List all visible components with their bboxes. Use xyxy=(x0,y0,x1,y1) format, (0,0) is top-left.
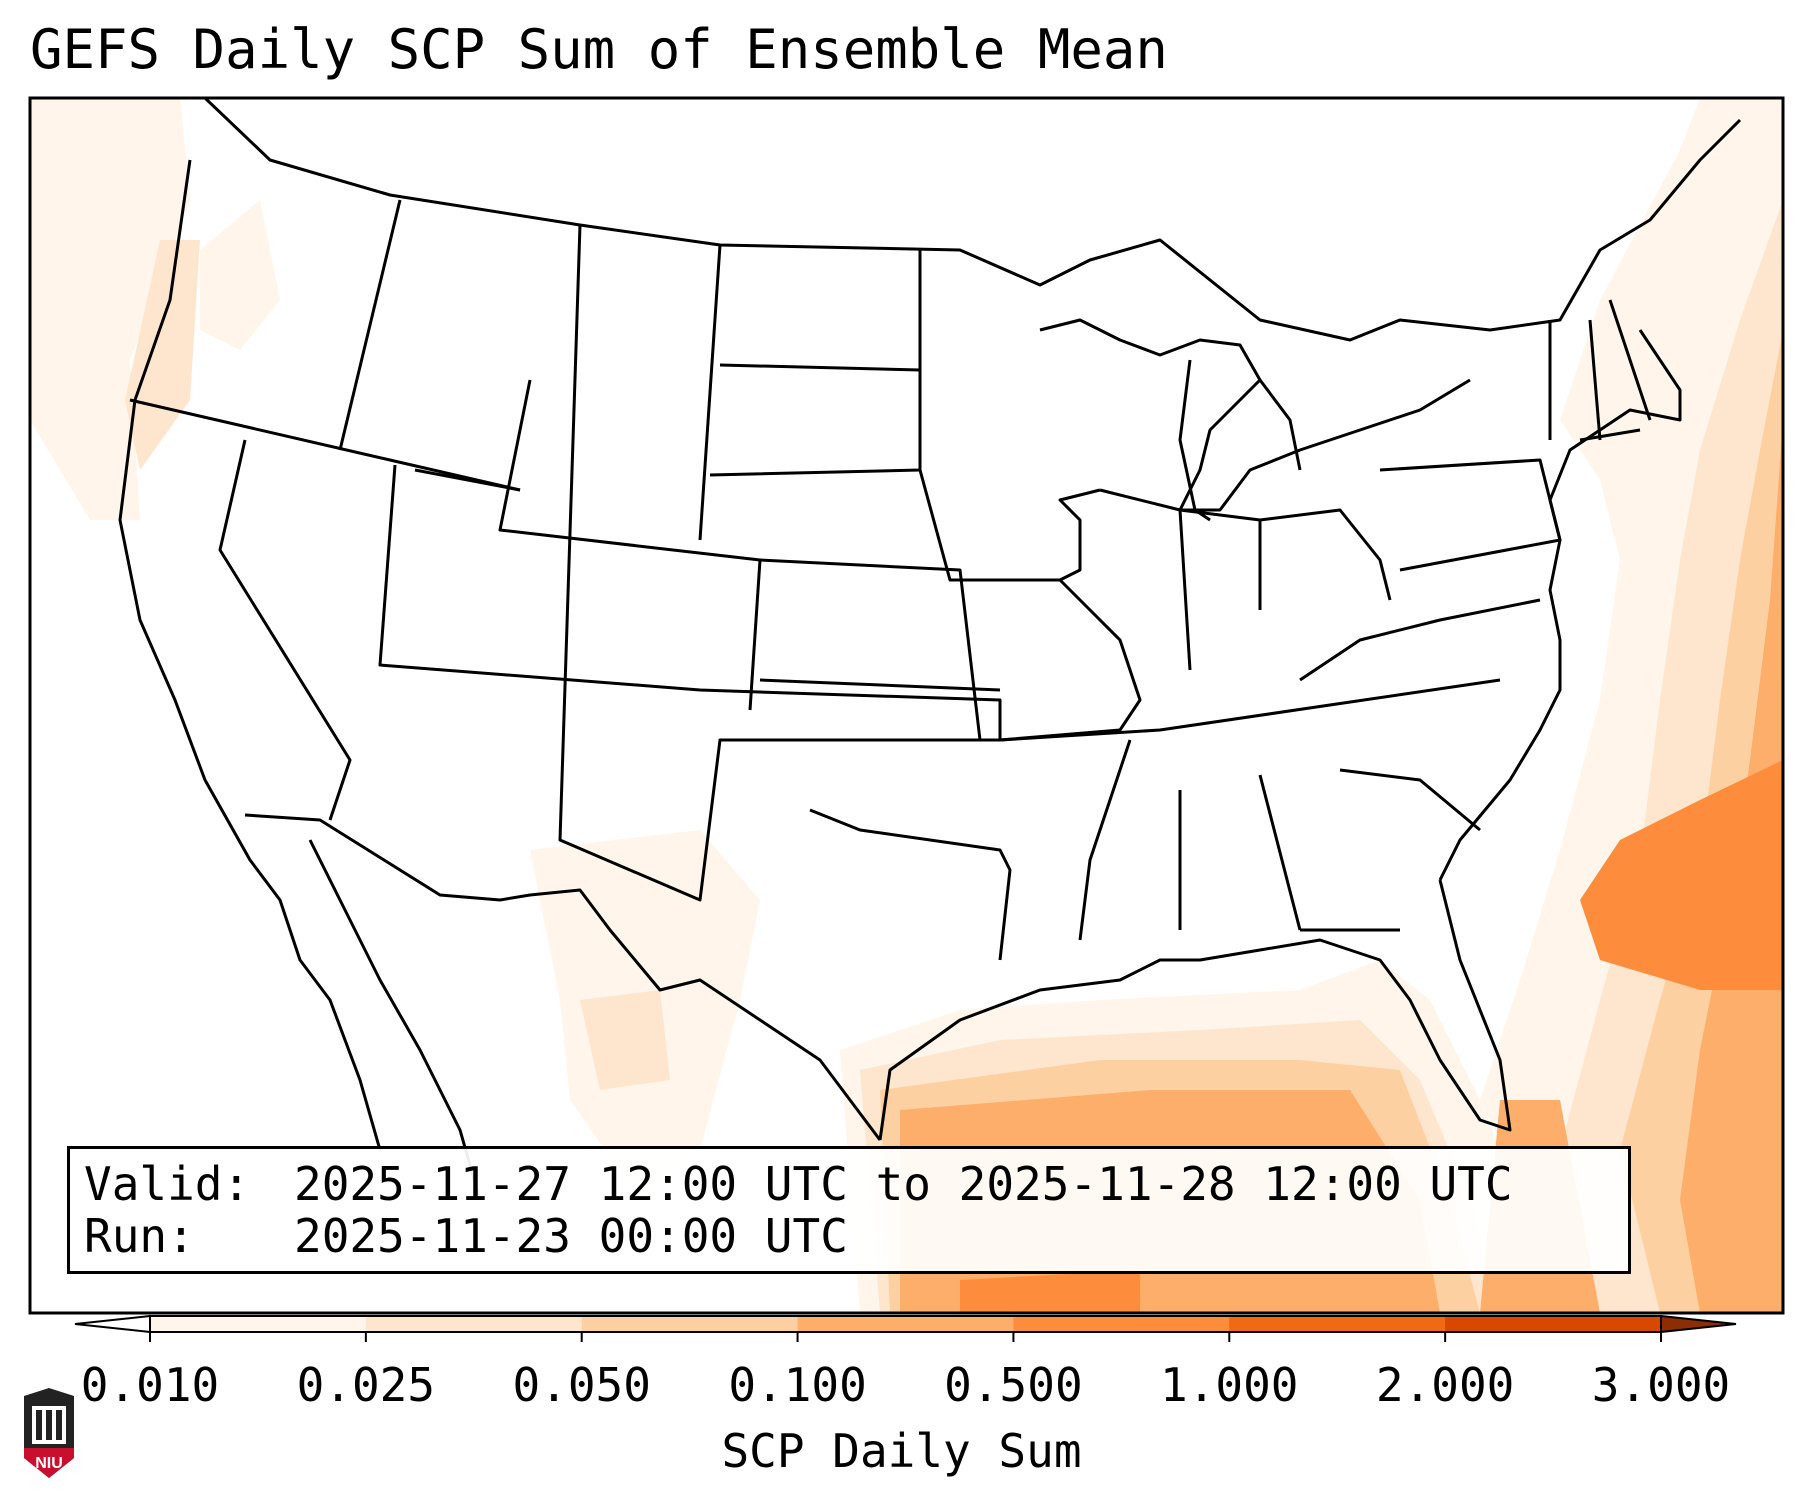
colorbar-label: SCP Daily Sum xyxy=(721,1424,1082,1478)
valid-key: Valid: xyxy=(84,1157,251,1211)
colorbar-bin xyxy=(797,1316,1014,1332)
colorbar-over-triangle xyxy=(1660,1314,1737,1334)
run-line: Run: 2025-11-23 00:00 UTC xyxy=(84,1209,848,1263)
valid-line: Valid: 2025-11-27 12:00 UTC to 2025-11-28… xyxy=(84,1157,1513,1211)
niu-seal-icon: NIU xyxy=(24,1388,74,1478)
colorbar-tick-label: 0.500 xyxy=(944,1358,1083,1412)
colorbar-bins xyxy=(150,1316,1662,1332)
colorbar-bin xyxy=(581,1316,799,1332)
run-key: Run: xyxy=(84,1209,195,1263)
run-value: 2025-11-23 00:00 UTC xyxy=(294,1209,848,1263)
colorbar-tick-label: 2.000 xyxy=(1375,1358,1515,1412)
colorbar-tick-label: 0.025 xyxy=(296,1358,436,1412)
colorbar xyxy=(74,1314,1737,1342)
colorbar-bin xyxy=(1445,1316,1662,1332)
colorbar-tick-label: 0.010 xyxy=(80,1358,220,1412)
info-box: Valid: 2025-11-27 12:00 UTC to 2025-11-28… xyxy=(67,1146,1631,1274)
colorbar-bin xyxy=(1229,1316,1446,1332)
colorbar-tick-label: 0.100 xyxy=(728,1358,867,1412)
valid-value: 2025-11-27 12:00 UTC to 2025-11-28 12:00… xyxy=(294,1157,1513,1211)
colorbar-ticks xyxy=(149,1332,1662,1342)
niu-logo: NIU xyxy=(20,1386,78,1486)
chart-title: GEFS Daily SCP Sum of Ensemble Mean xyxy=(30,18,1168,81)
colorbar-under-triangle xyxy=(74,1314,151,1334)
colorbar-bin xyxy=(1013,1316,1230,1332)
colorbar-bin xyxy=(150,1316,367,1332)
colorbar-bin xyxy=(365,1316,583,1332)
colorbar-tick-label: 0.050 xyxy=(512,1358,651,1412)
map-frame xyxy=(28,96,1785,1315)
colorbar-tick-label: 3.000 xyxy=(1591,1358,1731,1412)
svg-text:NIU: NIU xyxy=(35,1455,63,1472)
colorbar-frame xyxy=(149,1315,1662,1333)
colorbar-tick-label: 1.000 xyxy=(1160,1358,1299,1412)
boundaries xyxy=(118,98,1742,1201)
